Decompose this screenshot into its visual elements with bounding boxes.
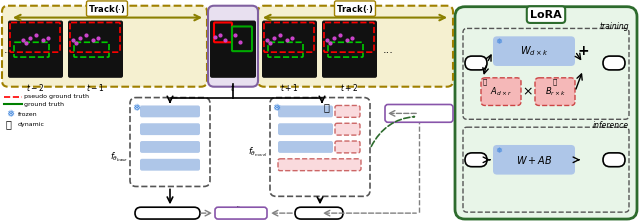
Text: $t-2$: $t-2$ xyxy=(26,82,44,93)
Text: 🔥: 🔥 xyxy=(6,119,12,129)
FancyBboxPatch shape xyxy=(278,141,333,153)
FancyBboxPatch shape xyxy=(208,6,258,87)
Text: $W_{d\times k}$: $W_{d\times k}$ xyxy=(520,44,548,58)
Text: $t$: $t$ xyxy=(230,82,236,93)
FancyBboxPatch shape xyxy=(135,207,200,219)
Text: $f_{\theta_{base}}$: $f_{\theta_{base}}$ xyxy=(110,150,128,164)
FancyBboxPatch shape xyxy=(140,105,200,117)
Text: 🔥: 🔥 xyxy=(553,79,557,85)
FancyArrowPatch shape xyxy=(371,116,414,147)
FancyBboxPatch shape xyxy=(140,159,200,171)
Text: LoRA: LoRA xyxy=(530,10,562,20)
FancyBboxPatch shape xyxy=(278,159,361,171)
FancyBboxPatch shape xyxy=(140,141,200,153)
FancyBboxPatch shape xyxy=(493,36,575,66)
FancyBboxPatch shape xyxy=(278,105,333,117)
FancyBboxPatch shape xyxy=(385,105,453,122)
Text: $p_{base}$: $p_{base}$ xyxy=(157,208,177,219)
FancyBboxPatch shape xyxy=(335,105,360,117)
FancyBboxPatch shape xyxy=(262,21,317,78)
Text: ❅: ❅ xyxy=(495,37,502,46)
Text: +: + xyxy=(577,44,589,58)
Text: ...: ... xyxy=(383,45,394,55)
FancyBboxPatch shape xyxy=(322,21,377,78)
Text: dynamic: dynamic xyxy=(18,122,45,127)
FancyBboxPatch shape xyxy=(258,6,453,87)
FancyBboxPatch shape xyxy=(481,78,521,105)
Text: $W+AB$: $W+AB$ xyxy=(516,154,552,166)
Text: Track($\cdot$): Track($\cdot$) xyxy=(88,3,126,15)
Text: Track($\cdot$): Track($\cdot$) xyxy=(336,3,374,15)
FancyBboxPatch shape xyxy=(210,21,256,78)
Text: $\tilde{\mathcal{L}}_{DS}$: $\tilde{\mathcal{L}}_{DS}$ xyxy=(234,206,248,220)
FancyBboxPatch shape xyxy=(68,21,123,78)
Text: $h$: $h$ xyxy=(611,58,618,68)
FancyBboxPatch shape xyxy=(278,123,333,135)
Text: $f_{\theta_{novel}}$: $f_{\theta_{novel}}$ xyxy=(248,145,268,159)
Text: ❅: ❅ xyxy=(6,109,14,119)
Text: $x$: $x$ xyxy=(472,58,479,68)
Text: $h$: $h$ xyxy=(611,154,618,165)
FancyBboxPatch shape xyxy=(8,21,63,78)
FancyBboxPatch shape xyxy=(493,145,575,175)
Text: $t+1$: $t+1$ xyxy=(280,82,298,93)
Text: $t+2$: $t+2$ xyxy=(340,82,358,93)
Text: ❅: ❅ xyxy=(495,146,502,155)
Text: $x$: $x$ xyxy=(472,155,479,164)
FancyBboxPatch shape xyxy=(2,6,207,87)
FancyBboxPatch shape xyxy=(465,56,487,70)
Text: ground truth: ground truth xyxy=(24,102,64,107)
Text: frozen: frozen xyxy=(18,112,38,117)
Text: 🔥: 🔥 xyxy=(483,79,487,85)
Text: $B_{r\times k}$: $B_{r\times k}$ xyxy=(545,85,566,98)
FancyBboxPatch shape xyxy=(295,207,343,219)
Text: 🔥: 🔥 xyxy=(324,103,330,113)
FancyBboxPatch shape xyxy=(335,123,360,135)
FancyBboxPatch shape xyxy=(140,123,200,135)
Text: training: training xyxy=(600,22,629,31)
Text: ❅: ❅ xyxy=(132,103,140,113)
Text: $t-1$: $t-1$ xyxy=(86,82,104,93)
FancyBboxPatch shape xyxy=(603,56,625,70)
Text: $\times$: $\times$ xyxy=(522,85,532,98)
Text: ...: ... xyxy=(4,45,15,55)
FancyBboxPatch shape xyxy=(455,7,637,219)
Text: pseudo ground truth: pseudo ground truth xyxy=(24,94,89,99)
Text: inference: inference xyxy=(593,121,629,130)
Text: $\tilde{\mathcal{L}}_{CE}+\mathcal{L}_{LS}$: $\tilde{\mathcal{L}}_{CE}+\mathcal{L}_{L… xyxy=(403,107,435,120)
FancyBboxPatch shape xyxy=(465,153,487,167)
FancyBboxPatch shape xyxy=(603,153,625,167)
Text: ❅: ❅ xyxy=(272,103,280,113)
Text: $\tilde{p}$: $\tilde{p}$ xyxy=(316,206,323,220)
FancyBboxPatch shape xyxy=(335,141,360,153)
FancyBboxPatch shape xyxy=(215,207,267,219)
FancyBboxPatch shape xyxy=(535,78,575,105)
Text: $A_{d\times r}$: $A_{d\times r}$ xyxy=(490,85,512,98)
